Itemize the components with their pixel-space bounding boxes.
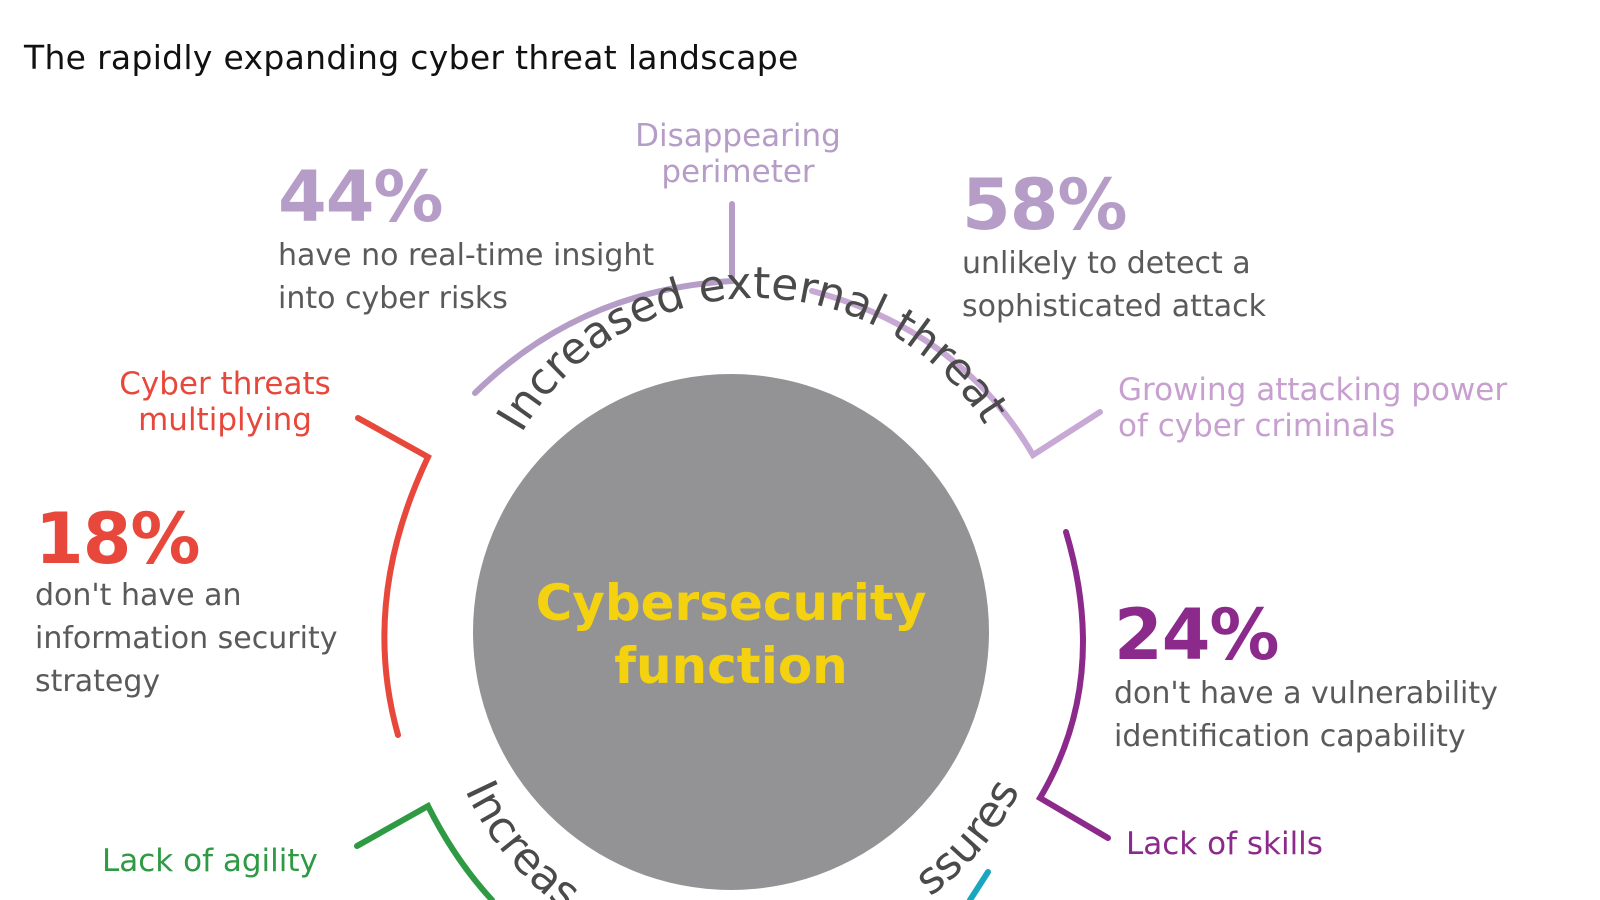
center-circle bbox=[473, 374, 989, 890]
stat-18: 18% don't have an information security s… bbox=[35, 504, 337, 703]
stat-18-text-line1: don't have an bbox=[35, 578, 242, 613]
label-disappearing-perimeter: Disappearing perimeter bbox=[588, 118, 888, 190]
center-title-line2: function bbox=[614, 637, 848, 695]
stat-18-value: 18% bbox=[35, 498, 201, 580]
stat-24-text-line1: don't have a vulnerability bbox=[1114, 676, 1498, 711]
stat-44-text-line2: into cyber risks bbox=[278, 281, 508, 316]
cyber-threats-connector bbox=[355, 415, 432, 738]
stat-58-value: 58% bbox=[962, 164, 1128, 246]
stat-58: 58% unlikely to detect a sophisticated a… bbox=[962, 170, 1266, 328]
label-cyber-threats-line2: multiplying bbox=[138, 402, 312, 438]
lack-of-agility-connector bbox=[354, 801, 495, 900]
disappearing-perimeter-connector bbox=[472, 201, 735, 396]
label-cyber-threats-line1: Cyber threats bbox=[119, 366, 331, 402]
label-growing-attacking-power: Growing attacking power of cyber crimina… bbox=[1118, 372, 1507, 444]
stat-24-value: 24% bbox=[1114, 594, 1280, 676]
label-growing-line2: of cyber criminals bbox=[1118, 408, 1396, 444]
label-lack-of-skills: Lack of skills bbox=[1126, 826, 1323, 862]
center-title-line1: Cybersecurity bbox=[536, 574, 927, 632]
stat-44-value: 44% bbox=[278, 156, 444, 238]
stat-44-text-line1: have no real-time insight bbox=[278, 238, 655, 273]
stat-24: 24% don't have a vulnerability identific… bbox=[1114, 600, 1498, 758]
stat-24-text-line2: identification capability bbox=[1114, 719, 1466, 754]
label-growing-line1: Growing attacking power bbox=[1118, 372, 1508, 408]
growing-power-connector bbox=[809, 288, 1103, 460]
lack-of-skills-connector bbox=[1035, 529, 1111, 841]
page-title: The rapidly expanding cyber threat lands… bbox=[24, 38, 799, 77]
stat-18-text-line3: strategy bbox=[35, 664, 161, 699]
label-disappearing-line1: Disappearing bbox=[635, 118, 841, 154]
bottom-right-connector bbox=[967, 869, 991, 900]
label-disappearing-line2: perimeter bbox=[661, 154, 815, 190]
label-lack-of-agility: Lack of agility bbox=[102, 843, 318, 879]
stat-44: 44% have no real-time insight into cyber… bbox=[278, 162, 654, 320]
stat-58-text-line1: unlikely to detect a bbox=[962, 246, 1251, 281]
stat-18-text-line2: information security bbox=[35, 621, 338, 656]
stat-58-text-line2: sophisticated attack bbox=[962, 289, 1266, 324]
label-cyber-threats-multiplying: Cyber threats multiplying bbox=[90, 366, 360, 438]
